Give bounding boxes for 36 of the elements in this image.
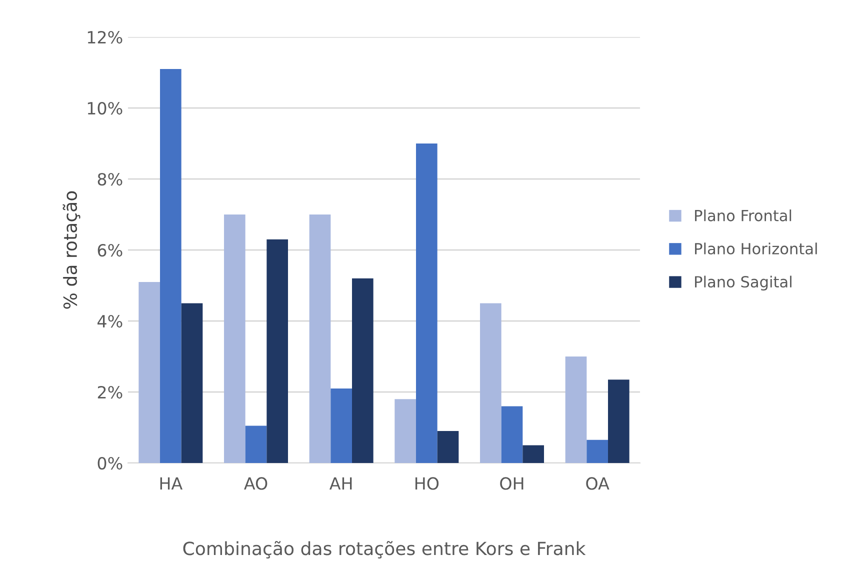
x-tick-label: HO bbox=[415, 477, 439, 490]
x-tick-label: AH bbox=[329, 477, 352, 490]
bar bbox=[224, 214, 246, 463]
bar bbox=[565, 356, 587, 463]
y-tick-label: 12% bbox=[88, 30, 122, 44]
legend-label: Plano Frontal bbox=[695, 209, 792, 222]
bar bbox=[416, 144, 438, 463]
bar bbox=[181, 303, 203, 463]
bar bbox=[352, 278, 374, 463]
bar bbox=[245, 426, 267, 463]
legend-label: Plano Horizontal bbox=[695, 242, 817, 254]
bar bbox=[586, 440, 608, 463]
x-tick-label: HA bbox=[160, 477, 182, 490]
y-tick-label: 6% bbox=[98, 244, 122, 257]
y-tick-label: 2% bbox=[98, 386, 122, 399]
bar bbox=[330, 388, 352, 463]
bar bbox=[608, 380, 630, 463]
bar bbox=[480, 303, 502, 463]
bar bbox=[522, 445, 544, 463]
bar bbox=[501, 406, 523, 463]
legend-label: Plano Sagital bbox=[695, 276, 792, 291]
y-tick-label: 8% bbox=[98, 172, 122, 186]
bar bbox=[266, 239, 288, 463]
bar bbox=[138, 282, 160, 463]
x-tick-label: AO bbox=[244, 477, 268, 490]
y-tick-label: 0% bbox=[98, 456, 122, 470]
y-tick-label: 10% bbox=[88, 102, 122, 115]
bar bbox=[309, 214, 331, 463]
y-tick-label: 4% bbox=[98, 314, 122, 328]
bar bbox=[437, 431, 459, 463]
y-axis-title: % da rotação bbox=[62, 191, 80, 309]
x-axis-title: Combinação das rotações entre Kors e Frank bbox=[183, 540, 586, 558]
x-tick-label: OH bbox=[500, 477, 524, 490]
bar bbox=[394, 399, 416, 463]
x-tick-label: OA bbox=[586, 477, 610, 490]
bar bbox=[160, 68, 182, 463]
